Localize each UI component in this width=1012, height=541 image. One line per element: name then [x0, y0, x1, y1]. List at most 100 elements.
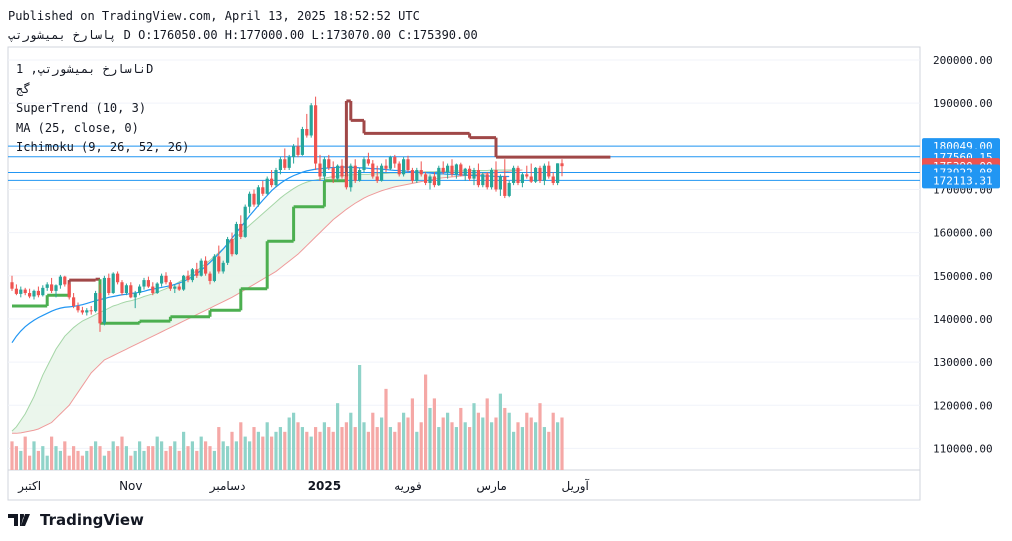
- candle-body: [102, 277, 106, 324]
- candle: [490, 167, 494, 190]
- volume-bar: [252, 427, 256, 470]
- candle-body: [507, 182, 511, 196]
- candle: [76, 302, 80, 313]
- candle: [375, 165, 379, 183]
- volume-bar: [287, 417, 291, 470]
- volume-bar: [138, 441, 142, 470]
- volume-bar: [36, 450, 40, 470]
- candle-body: [498, 176, 502, 190]
- candle-body: [402, 159, 406, 175]
- candle-body: [129, 285, 133, 298]
- tradingview-logo-icon: [8, 514, 30, 526]
- candle-body: [551, 176, 555, 183]
- candle: [397, 161, 401, 177]
- candle-body: [318, 163, 322, 177]
- candle: [406, 155, 410, 173]
- candle: [485, 172, 489, 190]
- volume-bar: [155, 436, 159, 470]
- interval-label: D: [123, 28, 131, 42]
- volume-bar: [14, 446, 18, 470]
- candle: [212, 254, 216, 283]
- candle: [525, 165, 529, 179]
- volume-bar: [520, 427, 524, 470]
- candle-body: [239, 223, 243, 237]
- candle: [366, 152, 370, 166]
- candle: [287, 154, 291, 171]
- candle: [28, 288, 32, 299]
- volume-bar: [300, 427, 304, 470]
- candle: [314, 96, 318, 171]
- volume-bar: [485, 398, 489, 470]
- candle: [58, 274, 62, 289]
- volume-bar: [388, 427, 392, 470]
- volume-bar: [160, 441, 164, 470]
- candle: [274, 167, 278, 188]
- candle: [14, 284, 18, 296]
- volume-bar: [58, 450, 62, 470]
- candle: [331, 161, 335, 183]
- price-label-box: [922, 172, 1000, 189]
- volume-bar: [432, 398, 436, 470]
- tradingview-logo[interactable]: TradingView: [8, 511, 144, 529]
- volume-bar: [305, 431, 309, 470]
- candle: [419, 161, 423, 177]
- volume-bar: [459, 407, 463, 470]
- candle-body: [353, 165, 357, 181]
- candle-body: [133, 293, 137, 298]
- volume-bar: [89, 446, 93, 470]
- volume-bar: [437, 427, 441, 470]
- candle-body: [58, 276, 62, 286]
- x-axis-label: فوریه: [394, 479, 422, 494]
- candle-body: [199, 260, 203, 276]
- volume-bar: [446, 412, 450, 470]
- volume-bar: [146, 446, 150, 470]
- candle-body: [94, 293, 98, 312]
- candle: [63, 275, 67, 287]
- candle-body: [107, 277, 111, 294]
- candle: [534, 166, 538, 183]
- y-tick-label: 110000.00: [933, 442, 993, 455]
- volume-bar: [538, 403, 542, 470]
- volume-bar: [168, 446, 172, 470]
- candle-body: [300, 129, 304, 155]
- volume-bar: [32, 441, 36, 470]
- candle: [380, 163, 384, 182]
- candle-body: [406, 159, 410, 171]
- candle-body: [410, 170, 414, 181]
- legend-supertrend[interactable]: SuperTrend (10, 3): [16, 101, 147, 115]
- candle: [560, 159, 564, 177]
- candle-body: [538, 167, 542, 181]
- volume-bar: [111, 441, 115, 470]
- volume-bar: [296, 422, 300, 470]
- candle-body: [89, 310, 93, 312]
- volume-bar: [151, 446, 155, 470]
- volume-bar: [402, 412, 406, 470]
- volume-bar: [344, 422, 348, 470]
- price-label-text: 172113.31: [933, 174, 993, 187]
- candle: [151, 282, 155, 296]
- volume-bar: [547, 431, 551, 470]
- volume-bar: [336, 403, 340, 470]
- volume-bar: [41, 446, 45, 470]
- x-axis-label: آوریل: [562, 478, 590, 494]
- volume-bar: [230, 431, 234, 470]
- volume-bar: [380, 417, 384, 470]
- volume-bar: [384, 388, 388, 470]
- volume-bar: [261, 436, 265, 470]
- candle-body: [124, 285, 128, 294]
- volume-bar: [516, 422, 520, 470]
- candle-body: [454, 164, 458, 175]
- volume-bar: [292, 412, 296, 470]
- legend-ma[interactable]: MA (25, close, 0): [16, 120, 139, 135]
- candle: [199, 258, 203, 277]
- candle: [36, 286, 40, 298]
- candle-body: [547, 165, 551, 177]
- candle: [309, 103, 313, 138]
- candle-body: [415, 170, 419, 181]
- candle-body: [305, 129, 309, 136]
- legend-ichimoku[interactable]: Ichimoku (9, 26, 52, 26): [16, 140, 190, 154]
- candle-body: [463, 168, 467, 176]
- volume-bar: [494, 417, 498, 470]
- volume-bar: [142, 450, 146, 470]
